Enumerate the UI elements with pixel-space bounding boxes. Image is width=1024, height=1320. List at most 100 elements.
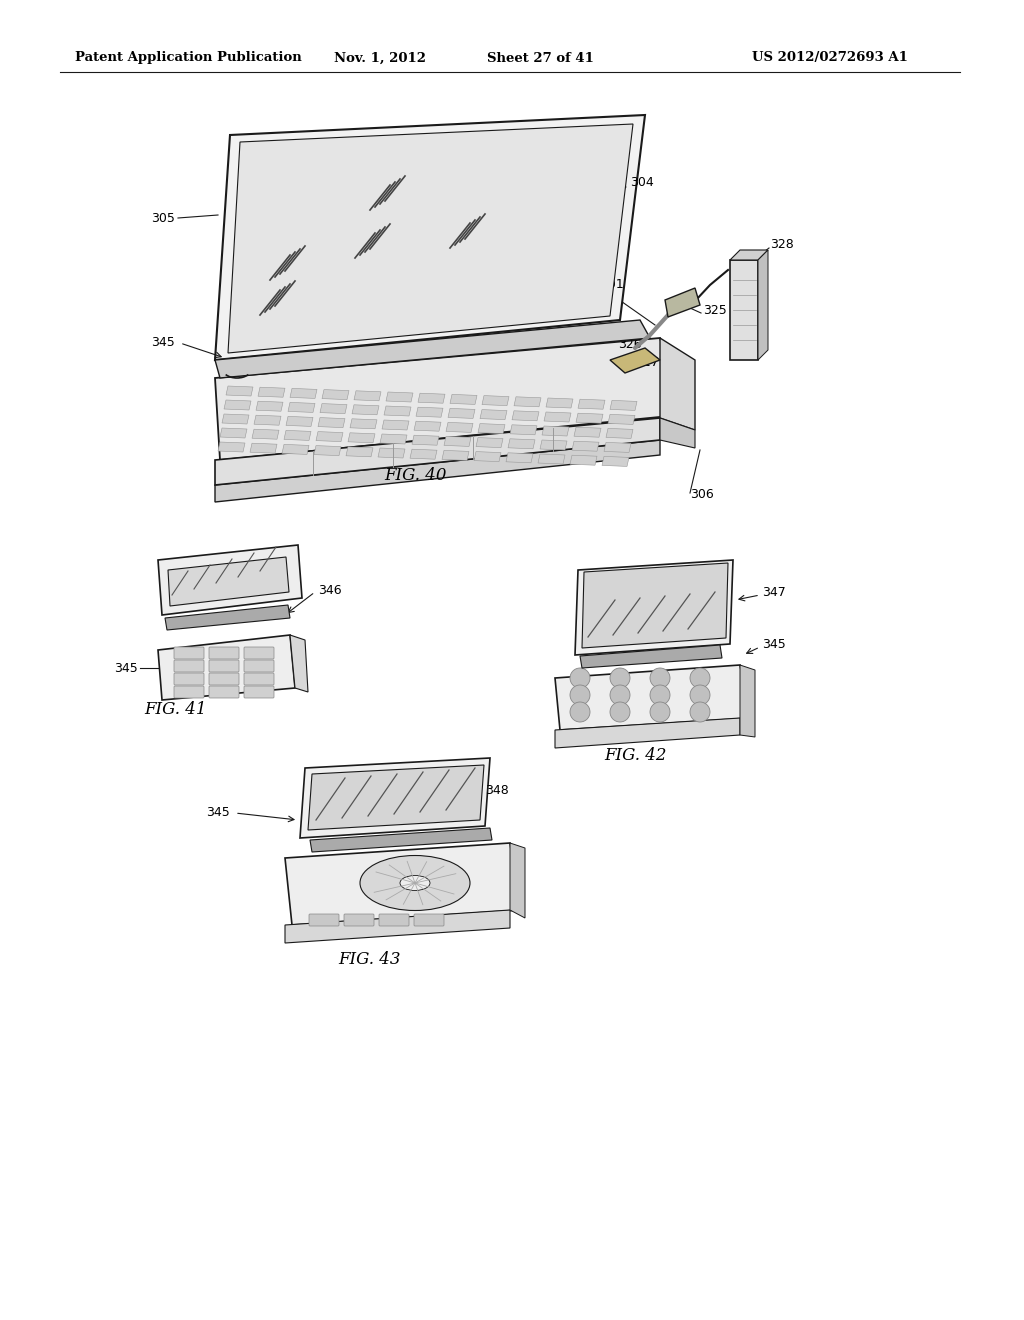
FancyBboxPatch shape [174,660,204,672]
Polygon shape [282,445,309,454]
Text: FIG. 41: FIG. 41 [143,701,206,718]
Bar [730,260,758,360]
Circle shape [610,702,630,722]
Polygon shape [378,447,406,458]
Text: 306: 306 [690,488,714,502]
Polygon shape [165,605,290,630]
Polygon shape [252,429,279,440]
Circle shape [570,685,590,705]
Text: 348: 348 [485,784,509,796]
Polygon shape [570,455,597,465]
Polygon shape [580,645,722,668]
FancyBboxPatch shape [244,647,274,659]
Polygon shape [730,249,768,260]
Circle shape [650,702,670,722]
Text: FIG. 43: FIG. 43 [339,952,401,969]
Polygon shape [610,348,660,374]
Polygon shape [285,843,520,925]
Circle shape [650,685,670,705]
Polygon shape [384,407,411,416]
Polygon shape [382,420,409,430]
Polygon shape [546,399,573,408]
Circle shape [650,668,670,688]
Polygon shape [256,401,283,412]
Text: 301: 301 [600,279,624,292]
Polygon shape [300,758,490,838]
Polygon shape [284,430,311,441]
Polygon shape [540,440,567,450]
Text: 345: 345 [152,337,175,350]
FancyBboxPatch shape [244,686,274,698]
Polygon shape [215,418,660,484]
Text: 328: 328 [770,239,794,252]
Polygon shape [604,442,631,453]
Polygon shape [510,843,525,917]
FancyBboxPatch shape [174,673,204,685]
Polygon shape [474,451,501,462]
Polygon shape [290,635,308,692]
Polygon shape [665,288,700,317]
FancyBboxPatch shape [209,686,239,698]
Circle shape [570,702,590,722]
Polygon shape [575,413,603,424]
Polygon shape [478,424,505,433]
Polygon shape [582,564,728,648]
FancyBboxPatch shape [244,660,274,672]
Ellipse shape [400,875,430,891]
Circle shape [690,685,710,705]
Polygon shape [314,446,341,455]
FancyBboxPatch shape [379,913,409,927]
Polygon shape [506,453,534,463]
Polygon shape [410,449,437,459]
Polygon shape [215,115,645,360]
Polygon shape [222,414,249,424]
Polygon shape [572,441,599,451]
Circle shape [610,685,630,705]
Polygon shape [158,545,302,615]
Polygon shape [218,442,245,451]
Polygon shape [758,249,768,360]
Polygon shape [610,400,637,411]
Polygon shape [414,421,441,432]
Circle shape [610,668,630,688]
Polygon shape [318,417,345,428]
Polygon shape [542,426,569,436]
Polygon shape [258,387,285,397]
Polygon shape [660,418,695,447]
Text: 345: 345 [115,661,138,675]
Polygon shape [350,418,377,429]
Polygon shape [346,446,373,457]
Polygon shape [254,416,281,425]
Text: FIG. 42: FIG. 42 [604,747,667,763]
Polygon shape [602,457,629,466]
Polygon shape [290,388,317,399]
FancyBboxPatch shape [209,660,239,672]
Text: 305: 305 [152,211,175,224]
Text: Patent Application Publication: Patent Application Publication [75,51,302,65]
Circle shape [570,668,590,688]
Text: US 2012/0272693 A1: US 2012/0272693 A1 [752,51,908,65]
Polygon shape [168,557,289,606]
Polygon shape [444,437,471,446]
Polygon shape [555,718,740,748]
Polygon shape [352,405,379,414]
Polygon shape [215,338,680,459]
Polygon shape [450,395,477,404]
Polygon shape [316,432,343,442]
Polygon shape [508,438,535,449]
Text: 347: 347 [762,586,785,599]
Polygon shape [288,403,315,412]
Polygon shape [740,665,755,737]
FancyBboxPatch shape [209,673,239,685]
Polygon shape [512,411,539,421]
Polygon shape [514,397,541,407]
Text: 325: 325 [703,304,727,317]
Polygon shape [606,429,633,438]
FancyBboxPatch shape [174,647,204,659]
Polygon shape [158,635,295,700]
Polygon shape [578,399,605,409]
Circle shape [690,668,710,688]
Polygon shape [215,440,660,502]
Polygon shape [220,428,247,438]
Polygon shape [660,338,695,430]
